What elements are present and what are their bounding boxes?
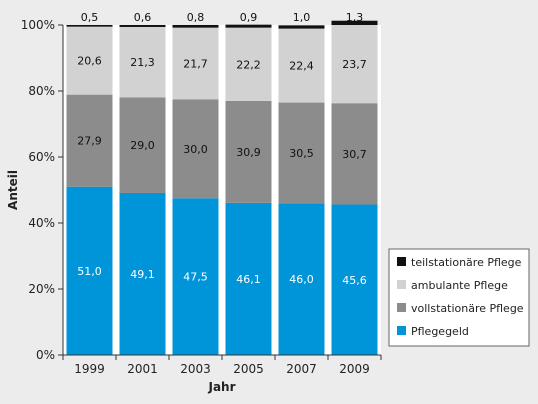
segment-value-label: 51,0 bbox=[77, 265, 102, 278]
segment-value-label: 1,0 bbox=[293, 11, 311, 24]
segment-value-label: 47,5 bbox=[183, 271, 208, 284]
bar-segment bbox=[119, 97, 166, 193]
bar-segment bbox=[119, 26, 166, 98]
segment-value-label: 21,7 bbox=[183, 57, 208, 70]
bar-segment bbox=[331, 25, 378, 104]
legend-entry-label: teilstationäre Pflege bbox=[411, 256, 522, 269]
segment-value-label: 30,7 bbox=[342, 148, 367, 161]
segment-value-label: 30,0 bbox=[183, 143, 208, 156]
segment-value-label: 0,6 bbox=[134, 11, 152, 24]
y-tick-label: 40% bbox=[28, 216, 55, 230]
segment-value-label: 0,9 bbox=[240, 11, 258, 24]
x-tick-label: 2001 bbox=[127, 362, 158, 376]
bar-segment bbox=[278, 25, 325, 29]
bar-segment bbox=[225, 202, 272, 355]
x-tick-label: 2003 bbox=[180, 362, 211, 376]
segment-value-label: 0,5 bbox=[81, 11, 99, 24]
segment-value-label: 23,7 bbox=[342, 58, 367, 71]
legend-box bbox=[388, 248, 530, 347]
bar-segment bbox=[172, 25, 219, 28]
y-tick-label: 80% bbox=[28, 84, 55, 98]
x-axis-ticks: 1999 2001 2003 2005 2007 2009 bbox=[62, 355, 382, 376]
bar-segment bbox=[278, 102, 325, 204]
legend-swatch bbox=[397, 326, 406, 335]
y-tick-label: 100% bbox=[21, 18, 55, 32]
legend-swatch bbox=[397, 257, 406, 266]
segment-value-label: 46,0 bbox=[289, 273, 314, 286]
bar-segment bbox=[66, 94, 113, 187]
bars-group bbox=[66, 20, 378, 355]
y-tick-label: 60% bbox=[28, 150, 55, 164]
legend-entry-label: vollstationäre Pflege bbox=[411, 302, 524, 315]
y-tick-label: 0% bbox=[36, 348, 55, 362]
x-tick-label: 2007 bbox=[286, 362, 317, 376]
bar-segment bbox=[278, 28, 325, 103]
bar-segment bbox=[172, 27, 219, 100]
bar-segment bbox=[66, 26, 113, 95]
legend: teilstationäre Pflege ambulante Pflege vol… bbox=[388, 248, 530, 347]
y-axis-ticks: 0% 20% 40% 60% 80% 100% bbox=[21, 18, 63, 362]
bar-segment bbox=[331, 204, 378, 355]
y-tick-label: 20% bbox=[28, 282, 55, 296]
bar-segment bbox=[119, 25, 166, 27]
bar-segment bbox=[278, 203, 325, 355]
bar-segment bbox=[172, 99, 219, 199]
legend-swatch bbox=[397, 303, 406, 312]
bar-segment bbox=[172, 198, 219, 355]
bar-segment bbox=[66, 186, 113, 355]
bar-segment bbox=[225, 27, 272, 101]
segment-value-label: 20,6 bbox=[77, 55, 102, 68]
bar-segment bbox=[225, 24, 272, 28]
segment-value-label: 45,6 bbox=[342, 274, 367, 287]
legend-swatch bbox=[397, 280, 406, 289]
legend-entry-label: Pflegegeld bbox=[411, 325, 469, 338]
segment-value-label: 22,2 bbox=[236, 58, 261, 71]
segment-labels-group: 51,0 27,9 20,6 0,5 49,1 29,0 21,3 0,6 47,5 30,0 21… bbox=[77, 11, 367, 287]
bar-segment bbox=[119, 192, 166, 355]
segment-value-label: 22,4 bbox=[289, 60, 314, 73]
bar-segment bbox=[66, 25, 113, 27]
bar-segment bbox=[331, 20, 378, 25]
segment-value-label: 29,0 bbox=[130, 139, 155, 152]
segment-value-label: 21,3 bbox=[130, 56, 155, 69]
legend-entry-label: ambulante Pflege bbox=[411, 279, 508, 292]
segment-value-label: 27,9 bbox=[77, 135, 102, 148]
bar-segment bbox=[225, 100, 272, 203]
segment-value-label: 46,1 bbox=[236, 273, 261, 286]
x-tick-label: 2005 bbox=[233, 362, 264, 376]
segment-value-label: 49,1 bbox=[130, 268, 155, 281]
x-tick-label: 2009 bbox=[339, 362, 370, 376]
x-axis-label: Jahr bbox=[207, 380, 235, 394]
segment-value-label: 30,5 bbox=[289, 147, 314, 160]
segment-value-label: 0,8 bbox=[187, 11, 205, 24]
segment-value-label: 1,3 bbox=[346, 11, 364, 24]
plot-area bbox=[63, 25, 381, 355]
y-axis-label: Anteil bbox=[6, 170, 20, 210]
x-tick-label: 1999 bbox=[74, 362, 105, 376]
bar-segment bbox=[331, 103, 378, 205]
segment-value-label: 30,9 bbox=[236, 146, 261, 159]
